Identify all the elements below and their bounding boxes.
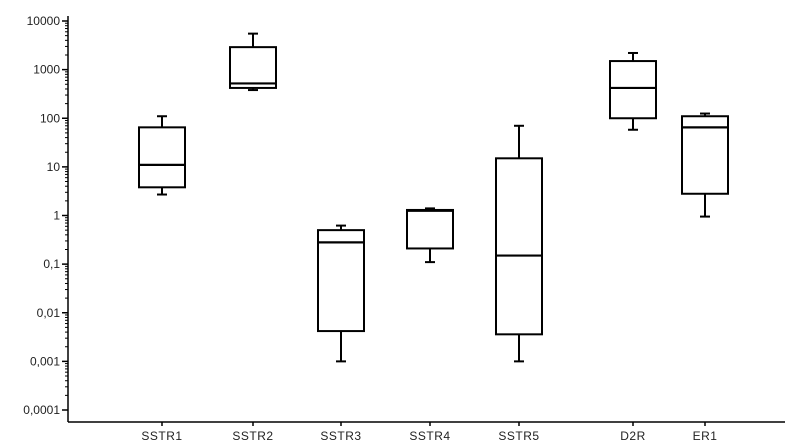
iqr-box bbox=[406, 208, 454, 250]
x-category-label: SSTR4 bbox=[409, 429, 450, 443]
box-sstr2 bbox=[229, 32, 277, 92]
y-tick-label: 10000 bbox=[27, 14, 61, 28]
box-series bbox=[138, 32, 729, 363]
y-tick-label: 1 bbox=[53, 209, 60, 223]
y-axis: 10000 1000 100 10 1 0,1 0,01 0,001 0,0001 bbox=[23, 14, 69, 422]
x-category-label: SSTR1 bbox=[141, 429, 182, 443]
iqr-box bbox=[495, 157, 543, 336]
y-tick-label: 100 bbox=[40, 111, 60, 125]
x-category-label: ER1 bbox=[693, 429, 718, 443]
iqr-box bbox=[138, 126, 186, 189]
y-tick-label: 0,01 bbox=[37, 306, 61, 320]
y-tick-label: 10 bbox=[47, 160, 61, 174]
iqr-box bbox=[317, 229, 365, 333]
y-tick-label: 0,001 bbox=[30, 354, 60, 368]
box-d2r bbox=[609, 51, 657, 131]
iqr-box bbox=[229, 46, 277, 89]
box-sstr3 bbox=[317, 224, 365, 363]
box-sstr1 bbox=[138, 115, 186, 196]
box-sstr5 bbox=[495, 124, 543, 363]
x-axis: SSTR1 SSTR2 SSTR3 SSTR4 SSTR5 D2R ER1 bbox=[68, 421, 785, 443]
y-tick-label: 0,0001 bbox=[23, 403, 60, 417]
x-category-label: SSTR2 bbox=[232, 429, 273, 443]
iqr-box bbox=[609, 60, 657, 120]
box-er1 bbox=[681, 112, 729, 218]
box-sstr4 bbox=[406, 207, 454, 264]
x-category-label: SSTR3 bbox=[320, 429, 361, 443]
x-category-label: SSTR5 bbox=[498, 429, 539, 443]
y-tick-label: 1000 bbox=[33, 63, 60, 77]
x-category-label: D2R bbox=[620, 429, 646, 443]
y-tick-label: 0,1 bbox=[43, 257, 60, 271]
iqr-box bbox=[681, 115, 729, 195]
